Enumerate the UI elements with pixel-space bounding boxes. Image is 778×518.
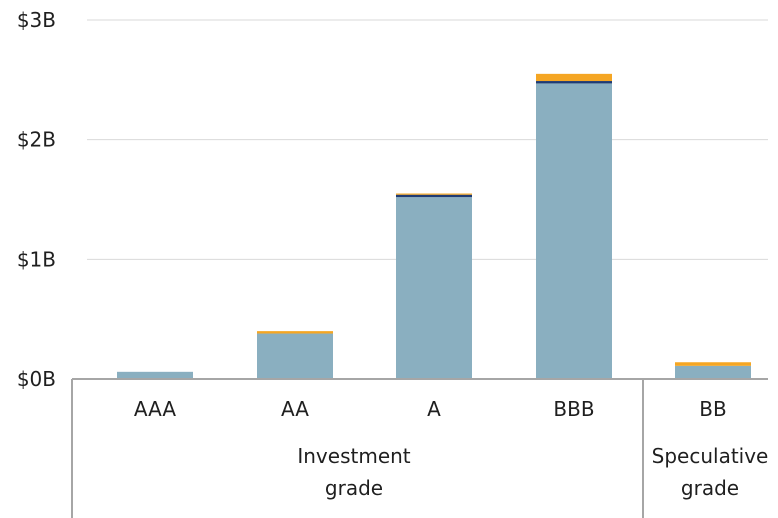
bar-segment [117,371,193,379]
group-label: Investment [297,444,410,468]
y-tick-label: $2B [17,128,56,152]
x-axis [71,378,768,518]
group-label: grade [325,476,383,500]
x-tick-label: AAA [134,397,176,421]
y-tick-label: $0B [17,367,56,391]
x-tick-label: AA [281,397,309,421]
group-labels: Investment grade Speculative grade [297,444,768,500]
bar-segment [396,193,472,195]
bar-segment [257,331,333,334]
bar-segment [536,81,612,84]
category-labels: AAA AA A BBB BB [134,397,727,421]
x-tick-label: A [427,397,441,421]
group-label: Speculative [652,444,769,468]
x-tick-label: BB [699,397,726,421]
bar-segment [536,83,612,379]
bar-segment [675,362,751,366]
bar-segment [396,194,472,198]
group-label: grade [681,476,739,500]
bar-segment [675,365,751,379]
y-tick-label: $1B [17,247,56,271]
x-tick-label: BBB [553,397,594,421]
bars [117,73,751,379]
y-axis-ticks: $0B $1B $2B $3B [17,8,56,391]
bar-segment [396,197,472,379]
bar-segment [536,73,612,82]
bar-segment [257,333,333,379]
y-tick-label: $3B [17,8,56,32]
